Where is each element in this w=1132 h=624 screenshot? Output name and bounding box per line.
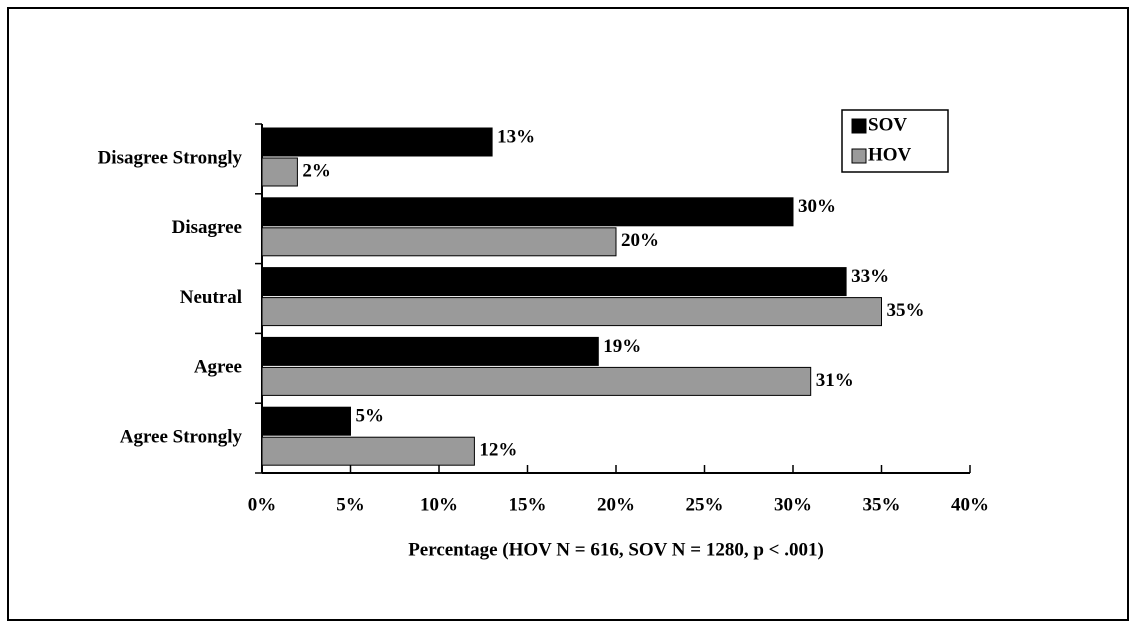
y-tick-label: Agree [194, 357, 242, 378]
bar [261, 157, 298, 187]
x-tick-label: 15% [509, 494, 547, 515]
value-label: 12% [479, 440, 517, 461]
value-label: 2% [302, 160, 331, 181]
value-label: 31% [816, 370, 854, 391]
value-label: 5% [356, 406, 385, 427]
value-label: 30% [798, 196, 836, 217]
legend-label: SOV [868, 114, 907, 135]
x-tick-label: 0% [248, 494, 277, 515]
x-axis-label: Percentage (HOV N = 616, SOV N = 1280, p… [408, 539, 824, 560]
legend-label: HOV [868, 144, 912, 165]
y-tick-label: Disagree Strongly [98, 147, 243, 168]
bar [261, 406, 351, 436]
value-label: 19% [603, 336, 641, 357]
x-tick-label: 25% [686, 494, 724, 515]
bar [261, 336, 599, 366]
y-tick-label: Agree Strongly [120, 426, 243, 447]
bar [261, 366, 812, 396]
bar [261, 127, 493, 157]
x-tick-label: 10% [420, 494, 458, 515]
bar [261, 436, 475, 466]
bar [261, 267, 847, 297]
x-tick-label: 40% [951, 494, 989, 515]
y-tick-label: Disagree [172, 217, 242, 238]
value-label: 35% [887, 300, 925, 321]
value-label: 33% [851, 266, 889, 287]
legend-swatch [851, 118, 867, 134]
x-tick-label: 35% [863, 494, 901, 515]
x-tick-label: 5% [336, 494, 365, 515]
bar [261, 297, 882, 327]
value-label: 20% [621, 230, 659, 251]
x-tick-label: 30% [774, 494, 812, 515]
x-tick-label: 20% [597, 494, 635, 515]
value-label: 13% [497, 126, 535, 147]
y-tick-label: Neutral [180, 287, 242, 308]
legend-swatch [851, 148, 867, 164]
bar [261, 197, 794, 227]
bar [261, 227, 617, 257]
